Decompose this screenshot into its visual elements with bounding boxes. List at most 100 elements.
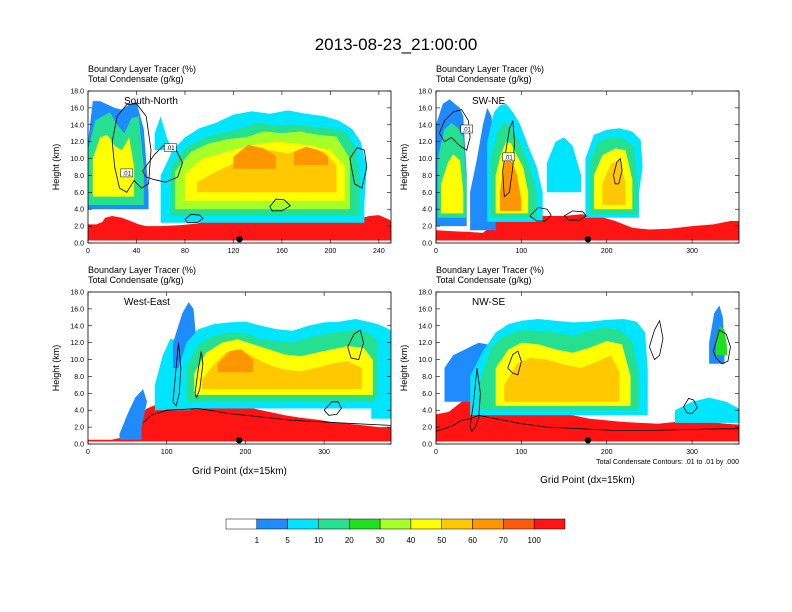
tracer-field: .01 .01 [88,101,391,243]
y-tick-label: 6.0 [74,391,84,398]
condensate-contour [142,145,183,183]
x-tick-label: 300 [686,248,698,255]
panel-west-east: Boundary Layer Tracer (%) Total Condensa… [51,265,392,477]
y-axis: 0.0 2.0 4.0 6.0 8.0 10.0 12.0 14.0 16.0 18.0 [418,89,739,248]
y-tick-label: 12.0 [70,139,84,146]
tracer-field [436,305,739,444]
condensate-contour [184,213,204,224]
x-tick-label: 300 [318,449,330,456]
colorbar-label: 5 [285,536,290,545]
y-tick-label: 8.0 [74,173,84,180]
storm-center-marker [236,236,243,243]
panel-sw-ne: Boundary Layer Tracer (%) Total Condensa… [399,64,740,255]
tracer-field: .01 .01 [436,99,739,243]
y-tick-label: 8.0 [74,374,84,381]
tracer-region-level-8 [233,145,276,169]
figure-title: 2013-08-23_21:00:00 [315,35,478,54]
tracer-region-level-10 [436,221,739,241]
x-axis: 0 100 200 300 [434,292,698,456]
condensate-contour [507,350,522,376]
x-tick-label: 160 [276,248,288,255]
x-tick-label: 100 [516,449,528,456]
y-tick-label: 4.0 [422,408,432,415]
y-axis: 0.0 2.0 4.0 6.0 8.0 10.0 12.0 14.0 16.0 18.0 [70,290,391,449]
contour-label-box [502,152,515,162]
colorbar-swatch [410,518,442,530]
condensate-contour [142,408,391,426]
x-tick-label: 100 [516,248,528,255]
y-tick-label: 18.0 [418,290,432,297]
x-tick-label: 240 [373,248,385,255]
x-tick-label: 0 [86,449,90,456]
colorbar-swatch [256,518,288,530]
y-tick-label: 12.0 [70,340,84,347]
condensate-contour [683,397,698,415]
condensate-contour [347,329,364,361]
y-tick-label: 12.0 [418,139,432,146]
x-axis-label: Grid Point (dx=15km) [540,475,635,486]
y-tick-label: 16.0 [418,306,432,313]
condensate-contour [323,401,342,416]
y-tick-label: 6.0 [422,391,432,398]
x-tick-label: 100 [161,449,173,456]
plot-frame [435,291,740,445]
contour-label: .01 [166,146,175,152]
colorbar-label: 60 [468,536,477,545]
tracer-region-level-2 [154,116,173,167]
y-tick-label: 18.0 [418,89,432,96]
y-tick-label: 8.0 [422,173,432,180]
colorbar-label: 30 [376,536,385,545]
direction-label: SW-NE [472,96,505,107]
condensate-contour [172,342,182,407]
y-tick-label: 6.0 [74,190,84,197]
y-tick-label: 18.0 [70,290,84,297]
condensate-contour [649,319,664,361]
colorbar-label: 10 [314,536,323,545]
condensate-contour [436,414,739,432]
y-tick-label: 10.0 [70,357,84,364]
contour-label: .01 [123,171,132,177]
storm-center-marker [584,236,592,243]
y-tick-label: 14.0 [70,323,84,330]
colorbar-label: 70 [499,536,508,545]
y-axis-label: Height (km) [51,345,61,392]
y-tick-label: 6.0 [422,190,432,197]
colorbar-label: 100 [528,536,542,545]
plot-frame [435,90,740,244]
y-tick-label: 16.0 [418,105,432,112]
tracer-region-level-6 [441,154,464,214]
tracer-region-level-10 [88,415,391,442]
colorbar-swatch [287,518,319,530]
tracer-region-level-2 [675,397,739,423]
y-tick-label: 0.0 [422,442,432,449]
colorbar-label: 40 [406,536,415,545]
colorbar-swatch [472,518,504,530]
y-tick-label: 12.0 [418,340,432,347]
condensate-contour [469,367,481,433]
panel-label-condensate: Total Condensate (g/kg) [436,74,532,84]
tracer-region-level-8 [294,146,328,166]
y-tick-label: 0.0 [74,442,84,449]
condensate-contour [502,120,515,198]
x-axis: 0 100 200 300 [434,91,698,255]
contour-label-box [120,168,134,178]
x-tick-label: 0 [434,248,438,255]
y-axis: 0.0 2.0 4.0 6.0 8.0 10.0 12.0 14.0 16.0 18.0 [418,290,739,449]
direction-label: South-North [124,96,178,107]
x-tick-label: 40 [133,248,141,255]
colorbar-swatch [533,518,566,530]
y-tick-label: 18.0 [70,89,84,96]
y-tick-label: 16.0 [70,306,84,313]
direction-label: West-East [124,297,170,308]
tracer-region-level-10 [436,418,739,442]
panel-nw-se: Boundary Layer Tracer (%) Total Condensa… [399,265,740,486]
tracer-region-level-2 [371,391,391,419]
panel-south-north: Boundary Layer Tracer (%) Total Condensa… [51,64,392,255]
x-tick-label: 0 [86,248,90,255]
panel-label-condensate: Total Condensate (g/kg) [436,275,532,285]
condensate-contour [194,351,204,399]
condensate-contour [713,329,731,365]
condensate-contour [529,207,552,222]
colorbar-swatch [441,518,473,530]
y-tick-label: 14.0 [70,122,84,129]
